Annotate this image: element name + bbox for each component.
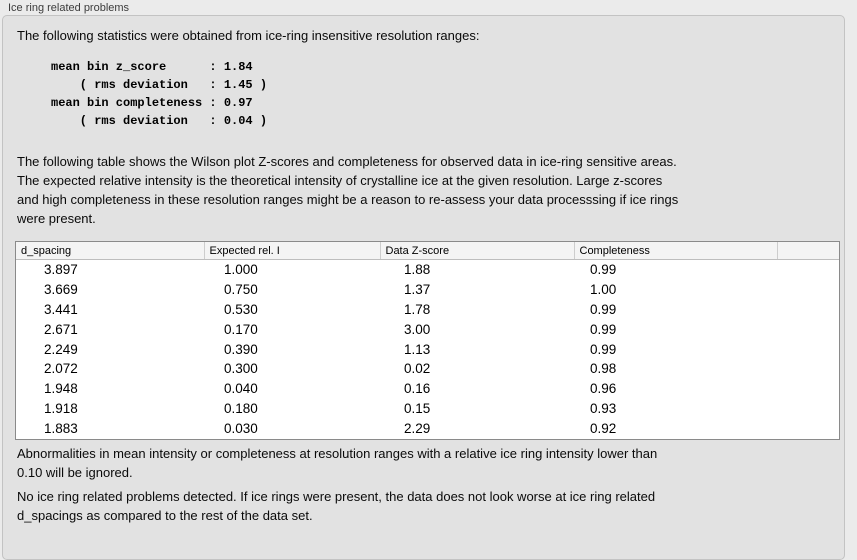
table-cell: 0.750	[224, 282, 258, 298]
table-row[interactable]: 1.918 0.180 0.15 0.93	[16, 399, 839, 419]
conclusion-text: No ice ring related problems detected. I…	[17, 489, 656, 523]
stats-summary-block: mean bin z_score : 1.84 ( rms deviation …	[51, 60, 268, 128]
table-cell-spacer	[777, 339, 839, 359]
table-row[interactable]: 3.441 0.530 1.78 0.99	[16, 300, 839, 320]
table-cell: 0.99	[590, 301, 617, 317]
table-cell: 0.030	[224, 420, 258, 436]
table-cell-spacer	[777, 319, 839, 339]
table-cell: 1.78	[404, 301, 431, 317]
table-cell: 1.000	[224, 262, 258, 278]
table-cell: 1.37	[404, 282, 431, 298]
table-cell: 1.918	[44, 400, 78, 416]
table-cell: 0.15	[404, 400, 431, 416]
table-cell: 2.249	[44, 341, 78, 357]
table-cell: 0.390	[224, 341, 258, 357]
table-cell: 2.29	[404, 420, 431, 436]
table-cell-spacer	[777, 280, 839, 300]
col-header-d-spacing: d_spacing	[16, 242, 204, 260]
table-cell: 1.883	[44, 420, 78, 436]
table-cell: 0.300	[224, 361, 258, 377]
table-cell: 3.669	[44, 282, 78, 298]
col-header-data-z-score: Data Z-score	[379, 242, 574, 260]
table-cell: 0.92	[590, 420, 617, 436]
table-cell: 0.93	[590, 400, 617, 416]
table-cell-spacer	[777, 379, 839, 399]
table-row[interactable]: 2.072 0.300 0.02 0.98	[16, 359, 839, 379]
col-header-completeness: Completeness	[573, 242, 777, 260]
table-row[interactable]: 1.948 0.040 0.16 0.96	[16, 379, 839, 399]
table-cell: 0.180	[224, 400, 258, 416]
table-cell-spacer	[777, 260, 839, 280]
table-row[interactable]: 3.897 1.000 1.88 0.99	[16, 260, 839, 280]
table-cell: 0.16	[404, 381, 431, 397]
table-row[interactable]: 2.671 0.170 3.00 0.99	[16, 319, 839, 339]
table-row[interactable]: 2.249 0.390 1.13 0.99	[16, 339, 839, 359]
table-description-text: The following table shows the Wilson plo…	[17, 154, 679, 226]
table-cell: 0.040	[224, 381, 258, 397]
table-cell: 3.897	[44, 262, 78, 278]
table-cell: 2.671	[44, 321, 78, 337]
panel-title: Ice ring related problems	[8, 2, 130, 14]
ice-ring-panel: The following statistics were obtained f…	[2, 15, 845, 560]
table-cell: 0.02	[404, 361, 431, 377]
ice-ring-data-table: d_spacing Expected rel. I Data Z-score C…	[16, 242, 839, 438]
table-cell: 1.00	[590, 282, 617, 298]
table-cell: 1.948	[44, 381, 78, 397]
table-cell: 1.13	[404, 341, 431, 357]
table-cell-spacer	[777, 359, 839, 379]
table-cell: 0.170	[224, 321, 258, 337]
table-cell-spacer	[777, 399, 839, 419]
table-cell: 1.88	[404, 262, 431, 278]
col-header-expected-rel-i: Expected rel. I	[203, 242, 380, 260]
table-cell: 0.96	[590, 381, 617, 397]
table-cell: 3.00	[404, 321, 431, 337]
table-header-row: d_spacing Expected rel. I Data Z-score C…	[16, 242, 839, 260]
ignore-note-text: Abnormalities in mean intensity or compl…	[17, 446, 658, 480]
table-cell: 3.441	[44, 301, 78, 317]
table-cell: 0.99	[590, 262, 617, 278]
table-cell-spacer	[777, 300, 839, 320]
table-row[interactable]: 3.669 0.750 1.37 1.00	[16, 280, 839, 300]
table-cell: 0.99	[590, 321, 617, 337]
table-cell: 2.072	[44, 361, 78, 377]
stats-intro-text: The following statistics were obtained f…	[17, 28, 480, 43]
ice-ring-table: d_spacing Expected rel. I Data Z-score C…	[15, 241, 840, 440]
table-cell-spacer	[777, 418, 839, 438]
table-header-spacer	[776, 242, 839, 260]
table-cell: 0.530	[224, 301, 258, 317]
table-cell: 0.99	[590, 341, 617, 357]
table-row[interactable]: 1.883 0.030 2.29 0.92	[16, 418, 839, 438]
table-cell: 0.98	[590, 361, 617, 377]
